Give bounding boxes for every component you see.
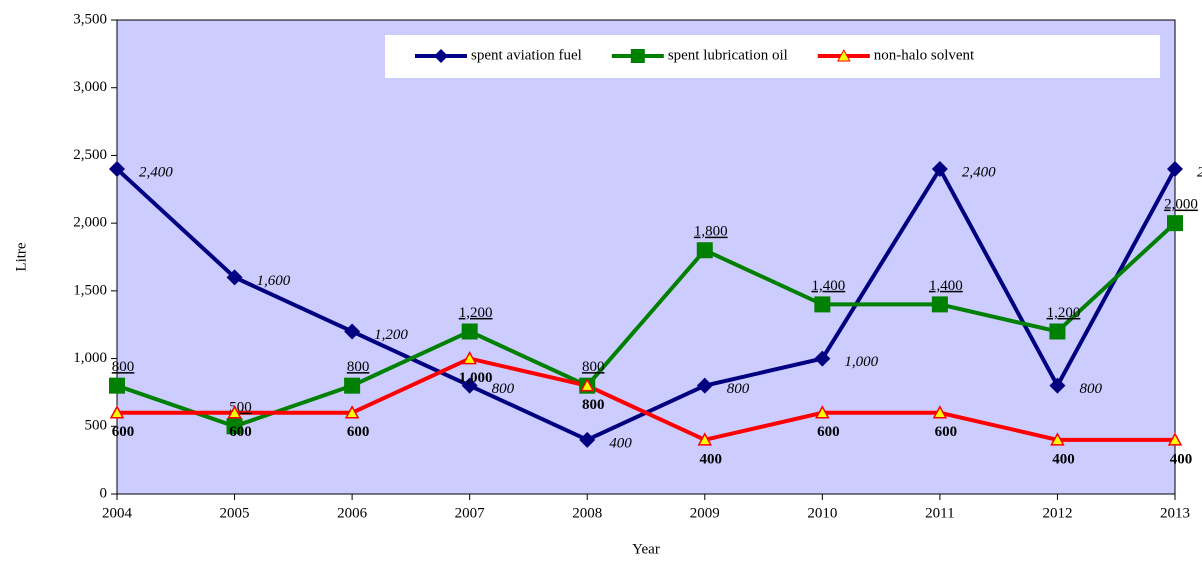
marker: [696, 242, 713, 259]
marker: [109, 160, 125, 177]
data-label: 800: [582, 359, 605, 375]
marker: [697, 432, 713, 446]
x-tick-label: 2013: [1160, 505, 1190, 521]
marker: [1167, 215, 1183, 232]
data-label: 2,400: [1197, 164, 1202, 180]
x-tick-label: 2006: [337, 505, 368, 521]
legend-label: non-halo solvent: [874, 47, 975, 63]
marker: [931, 296, 948, 313]
data-label: 400: [1170, 451, 1193, 467]
x-tick-label: 2012: [1042, 505, 1072, 521]
legend-box: [385, 35, 1160, 78]
marker: [227, 405, 242, 419]
marker: [1167, 160, 1183, 177]
marker: [1049, 377, 1066, 394]
marker: [344, 377, 361, 394]
data-label: 600: [112, 424, 135, 440]
x-axis-label: Year: [632, 541, 660, 557]
plot-area: [116, 19, 1176, 495]
x-tick-label: 2008: [572, 505, 602, 521]
data-label: 600: [347, 424, 370, 440]
data-label: 400: [609, 435, 632, 451]
data-label: 800: [347, 359, 370, 375]
data-label: 1,200: [1047, 305, 1081, 321]
marker: [109, 405, 125, 419]
marker: [461, 323, 478, 340]
legend-label: spent lubrication oil: [668, 47, 788, 63]
marker: [814, 296, 831, 313]
x-tick-label: 2011: [925, 505, 954, 521]
series-line: [116, 221, 1177, 429]
data-label: 1,000: [844, 354, 878, 370]
data-label: 600: [935, 424, 958, 440]
data-label: 800: [492, 381, 515, 397]
legend-marker: [630, 49, 645, 63]
x-tick-label: 2007: [455, 505, 486, 521]
data-label: 1,400: [811, 278, 845, 294]
data-label: 1,200: [459, 305, 493, 321]
data-label: 800: [582, 397, 605, 413]
legend-label: spent aviation fuel: [471, 47, 582, 63]
marker: [461, 377, 478, 394]
x-tick-label: 2005: [220, 505, 250, 521]
y-axis-label: Litre: [13, 242, 29, 271]
marker: [109, 377, 125, 394]
data-label: 600: [229, 424, 252, 440]
marker: [1050, 432, 1065, 446]
data-label: 400: [1052, 451, 1075, 467]
y-tick-label: 2,500: [73, 147, 107, 163]
data-label: 800: [727, 381, 750, 397]
marker: [226, 269, 243, 286]
data-label: 2,400: [962, 164, 996, 180]
data-label: 1,800: [694, 224, 728, 240]
marker: [814, 350, 831, 367]
y-tick-label: 2,000: [73, 215, 107, 231]
marker: [932, 405, 948, 419]
marker: [579, 378, 595, 392]
x-tick-label: 2010: [807, 505, 837, 521]
data-label: 400: [700, 451, 723, 467]
data-label: 2,400: [139, 164, 173, 180]
data-label: 2,000: [1164, 197, 1198, 213]
y-tick-label: 3,500: [73, 11, 107, 27]
marker: [462, 351, 477, 365]
marker: [344, 323, 361, 340]
marker: [344, 405, 360, 419]
data-label: 1,200: [374, 327, 408, 343]
x-tick-label: 2004: [102, 505, 133, 521]
data-label: 600: [817, 424, 840, 440]
y-tick-label: 500: [85, 418, 108, 434]
x-tick-label: 2009: [690, 505, 720, 521]
marker: [1049, 323, 1066, 340]
marker: [226, 418, 243, 435]
y-tick-label: 0: [100, 485, 108, 501]
marker: [931, 160, 948, 177]
marker: [579, 431, 596, 448]
marker: [696, 377, 713, 394]
y-tick-label: 1,500: [73, 282, 107, 298]
marker: [1167, 432, 1183, 446]
y-tick-label: 3,000: [73, 79, 107, 95]
series-line: [117, 356, 1175, 442]
legend-marker: [434, 49, 448, 63]
data-label: 1,000: [459, 370, 493, 386]
data-label: 800: [112, 359, 135, 375]
marker: [815, 405, 830, 419]
data-label: 1,400: [929, 278, 963, 294]
legend: spent aviation fuel spent lubrication oil…: [385, 35, 1160, 78]
data-label: 800: [1079, 381, 1102, 397]
y-tick-label: 1,000: [73, 350, 107, 366]
legend-marker: [836, 48, 851, 62]
data-label: 1,600: [257, 273, 291, 289]
